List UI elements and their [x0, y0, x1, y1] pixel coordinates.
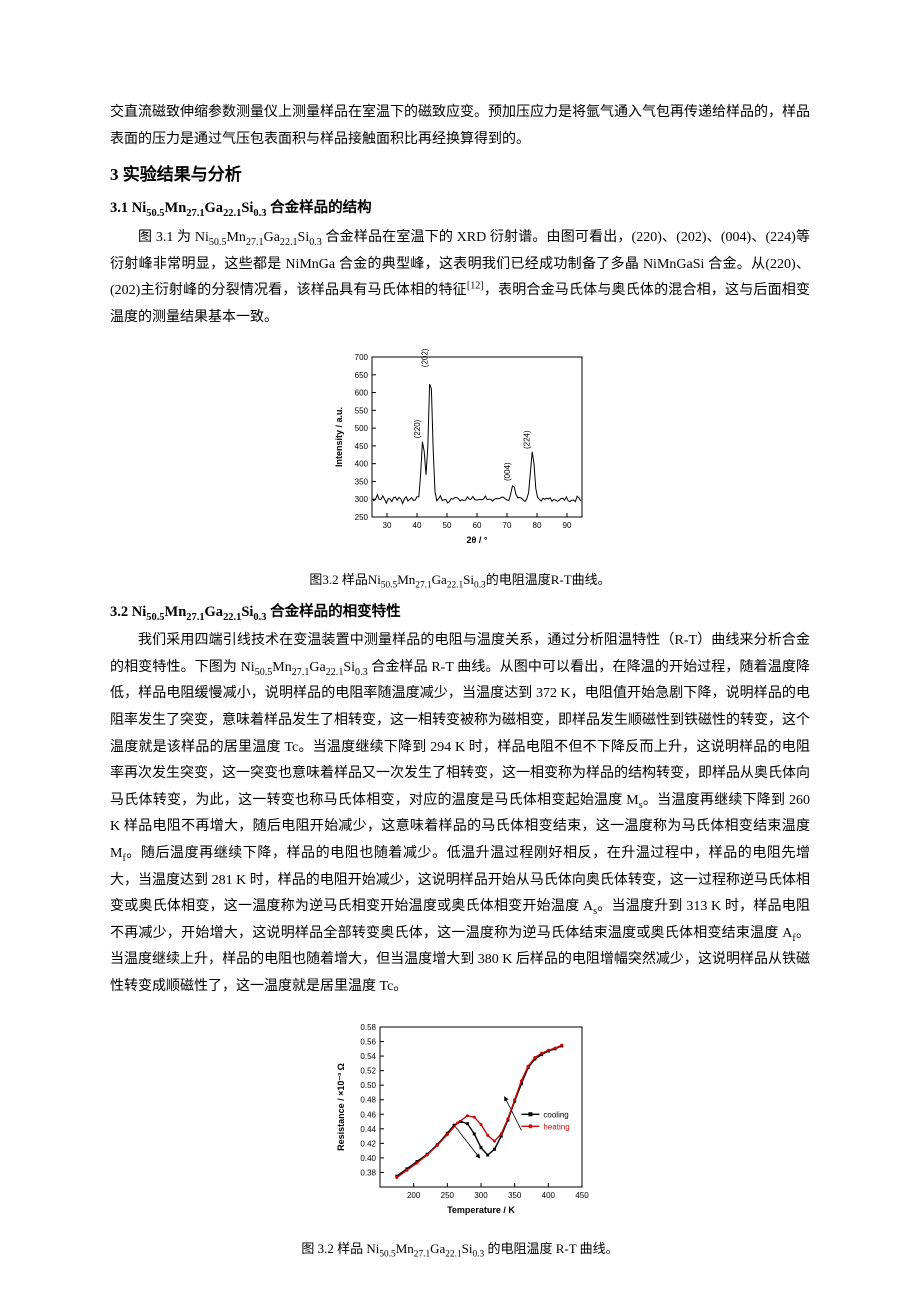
- svg-text:200: 200: [407, 1191, 421, 1200]
- cap2a: 图 3.2 样品 Ni: [301, 1241, 379, 1256]
- svg-text:0.40: 0.40: [360, 1153, 376, 1162]
- para-3-2: 我们采用四端引线技术在变温装置中测量样品的电阻与温度关系，通过分析阻温特性（R-…: [110, 628, 810, 1000]
- svg-text:550: 550: [355, 407, 369, 416]
- svg-text:0.46: 0.46: [360, 1110, 376, 1119]
- svg-text:cooling: cooling: [543, 1110, 568, 1119]
- svg-text:0.52: 0.52: [360, 1066, 376, 1075]
- svg-text:450: 450: [355, 442, 369, 451]
- svg-text:700: 700: [355, 353, 369, 362]
- svg-text:250: 250: [355, 513, 369, 522]
- svg-text:2θ / °: 2θ / °: [467, 535, 488, 545]
- svg-text:0.48: 0.48: [360, 1095, 376, 1104]
- svg-text:60: 60: [473, 521, 482, 530]
- svg-text:40: 40: [413, 521, 422, 530]
- sub1: 50.5: [146, 208, 164, 219]
- sub2: 27.1: [186, 208, 204, 219]
- rt-chart: 200 250 300 350 400 450 0.38 0.40 0.42 0.44 0.46 0.…: [330, 1019, 590, 1219]
- svg-text:450: 450: [575, 1191, 589, 1200]
- sec32-pre: 3.2 Ni: [110, 604, 146, 620]
- svg-text:400: 400: [355, 460, 369, 469]
- svg-text:50: 50: [443, 521, 452, 530]
- svg-text:300: 300: [355, 496, 369, 505]
- para-3-1: 图 3.1 为 Ni50.5Mn27.1Ga22.1Si0.3 合金样品在室温下…: [110, 225, 810, 331]
- p31a: 图 3.1 为 Ni: [138, 230, 209, 245]
- figure-3-1-caption: 图3.2 样品Ni50.5Mn27.1Ga22.1Si0.3的电阻温度R-T曲线…: [110, 568, 810, 593]
- svg-text:0.50: 0.50: [360, 1081, 376, 1090]
- ref12: [12]: [467, 281, 484, 292]
- svg-text:Resistance / ×10⁻³ Ω: Resistance / ×10⁻³ Ω: [336, 1063, 346, 1151]
- svg-text:500: 500: [355, 425, 369, 434]
- svg-text:heating: heating: [543, 1122, 569, 1131]
- svg-text:0.54: 0.54: [360, 1052, 376, 1061]
- svg-text:350: 350: [508, 1191, 522, 1200]
- svg-text:90: 90: [563, 521, 572, 530]
- sub4: 0.3: [253, 208, 266, 219]
- cap2b: 的电阻温度 R-T 曲线。: [484, 1241, 618, 1256]
- svg-text:350: 350: [355, 478, 369, 487]
- xrd-chart: 30 40 50 60 70 80 90 250 300 350 400 450 500 550 600 65…: [330, 349, 590, 549]
- page: 交直流磁致伸缩参数测量仪上测量样品在室温下的磁致应变。预加压应力是将氩气通入气包…: [0, 0, 920, 1308]
- svg-text:80: 80: [533, 521, 542, 530]
- svg-text:(202): (202): [421, 349, 430, 367]
- p32b: 合金样品 R-T 曲线。从图中可以看出，在降温的开始过程，随着温度降低，样品电阻…: [110, 660, 810, 808]
- svg-text:0.58: 0.58: [360, 1023, 376, 1032]
- sec32-suf: 合金样品的相变特性: [266, 604, 400, 620]
- svg-text:250: 250: [441, 1191, 455, 1200]
- svg-text:600: 600: [355, 389, 369, 398]
- cap1b: 的电阻温度R-T曲线。: [486, 572, 611, 587]
- svg-text:650: 650: [355, 371, 369, 380]
- section-3-heading: 3 实验结果与分析: [110, 159, 810, 191]
- sec31-suf: 合金样品的结构: [266, 200, 371, 216]
- svg-text:(220): (220): [413, 420, 422, 439]
- section-3-2-heading: 3.2 Ni50.5Mn27.1Ga22.1Si0.3 合金样品的相变特性: [110, 599, 810, 627]
- svg-text:400: 400: [542, 1191, 556, 1200]
- section-3-1-heading: 3.1 Ni50.5Mn27.1Ga22.1Si0.3 合金样品的结构: [110, 195, 810, 223]
- svg-text:30: 30: [383, 521, 392, 530]
- svg-text:(224): (224): [523, 430, 532, 449]
- svg-text:Temperature / K: Temperature / K: [447, 1205, 515, 1215]
- svg-text:0.38: 0.38: [360, 1168, 376, 1177]
- svg-text:0.44: 0.44: [360, 1124, 376, 1133]
- svg-text:300: 300: [474, 1191, 488, 1200]
- svg-text:Intensity / a.u.: Intensity / a.u.: [334, 407, 344, 467]
- svg-text:0.42: 0.42: [360, 1139, 376, 1148]
- svg-text:0.56: 0.56: [360, 1037, 376, 1046]
- figure-3-2: 200 250 300 350 400 450 0.38 0.40 0.42 0.44 0.46 0.…: [110, 1019, 810, 1230]
- svg-text:70: 70: [503, 521, 512, 530]
- figure-3-2-caption: 图 3.2 样品 Ni50.5Mn27.1Ga22.1Si0.3 的电阻温度 R…: [110, 1237, 810, 1262]
- cap1a: 图3.2 样品Ni: [309, 572, 381, 587]
- sub3: 22.1: [223, 208, 241, 219]
- sec31-pre: 3.1 Ni: [110, 200, 146, 216]
- intro-para: 交直流磁致伸缩参数测量仪上测量样品在室温下的磁致应变。预加压应力是将氩气通入气包…: [110, 100, 810, 153]
- figure-3-1: 30 40 50 60 70 80 90 250 300 350 400 450 500 550 600 65…: [110, 349, 810, 560]
- svg-text:(004): (004): [503, 462, 512, 481]
